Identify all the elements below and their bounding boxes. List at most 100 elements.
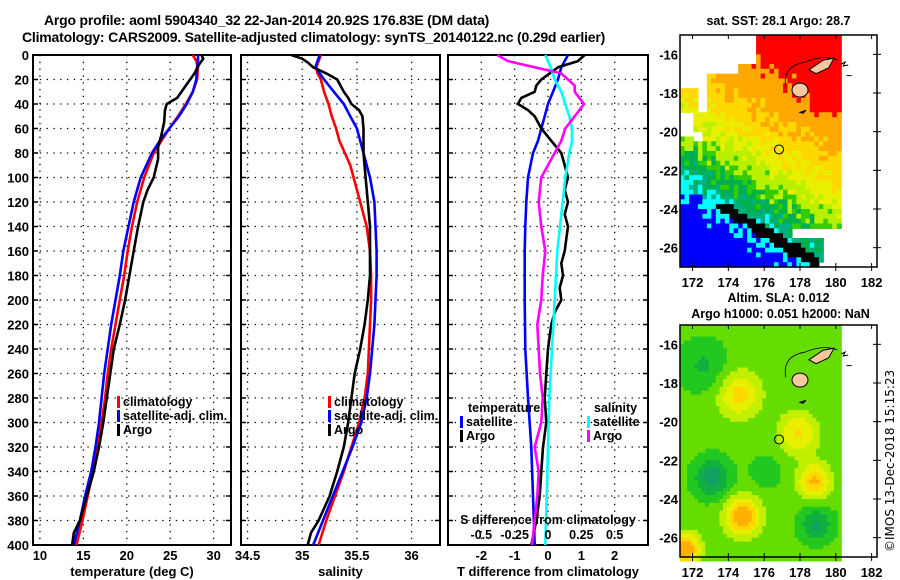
map-cell	[783, 107, 789, 113]
map-cell	[836, 204, 842, 210]
map-cell	[816, 332, 821, 338]
map-cell	[756, 223, 762, 229]
map-cell	[780, 444, 785, 450]
map-cell	[769, 68, 775, 75]
map-cell	[805, 204, 811, 210]
map-cell	[762, 437, 767, 442]
map-cell	[826, 533, 832, 539]
map-cell	[694, 471, 699, 477]
map-cell	[742, 184, 748, 191]
map-cell	[726, 533, 731, 539]
map-cell	[751, 126, 757, 133]
map-cell	[823, 359, 828, 365]
map-cell	[818, 97, 824, 104]
map-cell	[798, 495, 803, 500]
map-cell	[837, 468, 842, 473]
map-cell	[690, 386, 695, 392]
map-cell	[837, 348, 842, 353]
map-cell	[776, 363, 781, 369]
map-cell	[706, 88, 712, 94]
map-cell	[812, 344, 817, 349]
map-cell	[787, 355, 792, 361]
map-cell	[801, 406, 806, 411]
map-cell	[819, 413, 824, 419]
map-cell	[796, 141, 802, 147]
map-cell	[720, 78, 726, 84]
map-cell	[805, 146, 811, 152]
map-cell	[769, 64, 775, 70]
map-cell	[690, 541, 695, 546]
map-cell	[830, 336, 835, 342]
map-cell	[701, 553, 706, 558]
map-cell	[689, 204, 695, 210]
map-cell	[827, 54, 833, 60]
map-cell	[765, 189, 771, 196]
map-cell	[708, 437, 713, 442]
map-cell	[740, 390, 746, 396]
map-cell	[715, 549, 720, 554]
map-cell	[773, 495, 778, 500]
map-cell	[729, 117, 735, 123]
map-cell	[720, 242, 726, 249]
map-cell	[765, 257, 771, 263]
map-cell	[697, 549, 703, 554]
map-cell	[818, 184, 824, 191]
map-cell	[832, 83, 838, 89]
map-cell	[778, 131, 784, 138]
map-cell	[705, 529, 710, 535]
map-cell	[733, 506, 738, 512]
map-cell	[762, 518, 767, 523]
map-cell	[684, 180, 690, 186]
map-cell	[812, 410, 817, 415]
map-cell	[737, 506, 742, 512]
map-cell	[791, 262, 797, 268]
map-cell	[805, 336, 810, 342]
y-tick-label: -24	[659, 492, 679, 507]
map-cell	[769, 549, 774, 554]
map-cell	[751, 359, 756, 365]
map-cell	[791, 170, 797, 176]
map-cell	[762, 371, 767, 376]
map-cell	[751, 64, 757, 70]
map-cell	[740, 336, 746, 342]
map-cell	[694, 479, 699, 485]
map-cell	[689, 88, 695, 94]
map-cell	[758, 359, 763, 365]
map-cell	[830, 359, 835, 365]
map-cell	[751, 180, 757, 186]
map-cell	[701, 529, 706, 535]
map-cell	[805, 252, 811, 258]
map-cell	[826, 375, 832, 380]
legend-label: Argo	[123, 423, 153, 437]
map-cell	[711, 228, 717, 234]
map-cell	[690, 529, 695, 535]
map-cell	[748, 502, 753, 508]
map-cell	[720, 112, 726, 118]
map-cell	[740, 383, 746, 388]
map-cell	[715, 460, 720, 465]
map-cell	[694, 510, 699, 516]
map-cell	[693, 146, 699, 152]
map-cell	[680, 410, 685, 415]
map-cell	[712, 359, 717, 365]
map-cell	[809, 136, 815, 142]
map-cell	[693, 117, 699, 123]
map-cell	[794, 328, 799, 334]
map-cell	[723, 541, 728, 546]
map-cell	[744, 441, 749, 446]
map-cell	[805, 359, 810, 365]
map-cell	[798, 448, 803, 454]
y-tick-label: 60	[15, 122, 29, 137]
map-cell	[819, 441, 824, 446]
map-cell	[814, 59, 820, 65]
map-cell	[715, 475, 720, 481]
map-cell	[733, 131, 739, 138]
map-cell	[832, 73, 838, 80]
map-cell	[683, 355, 688, 361]
map-cell	[690, 514, 695, 519]
map-cell	[705, 537, 710, 543]
x2-tick-label: -0.25	[500, 528, 529, 542]
map-cell	[769, 390, 774, 396]
map-cell	[816, 557, 821, 562]
map-cell	[724, 223, 730, 229]
